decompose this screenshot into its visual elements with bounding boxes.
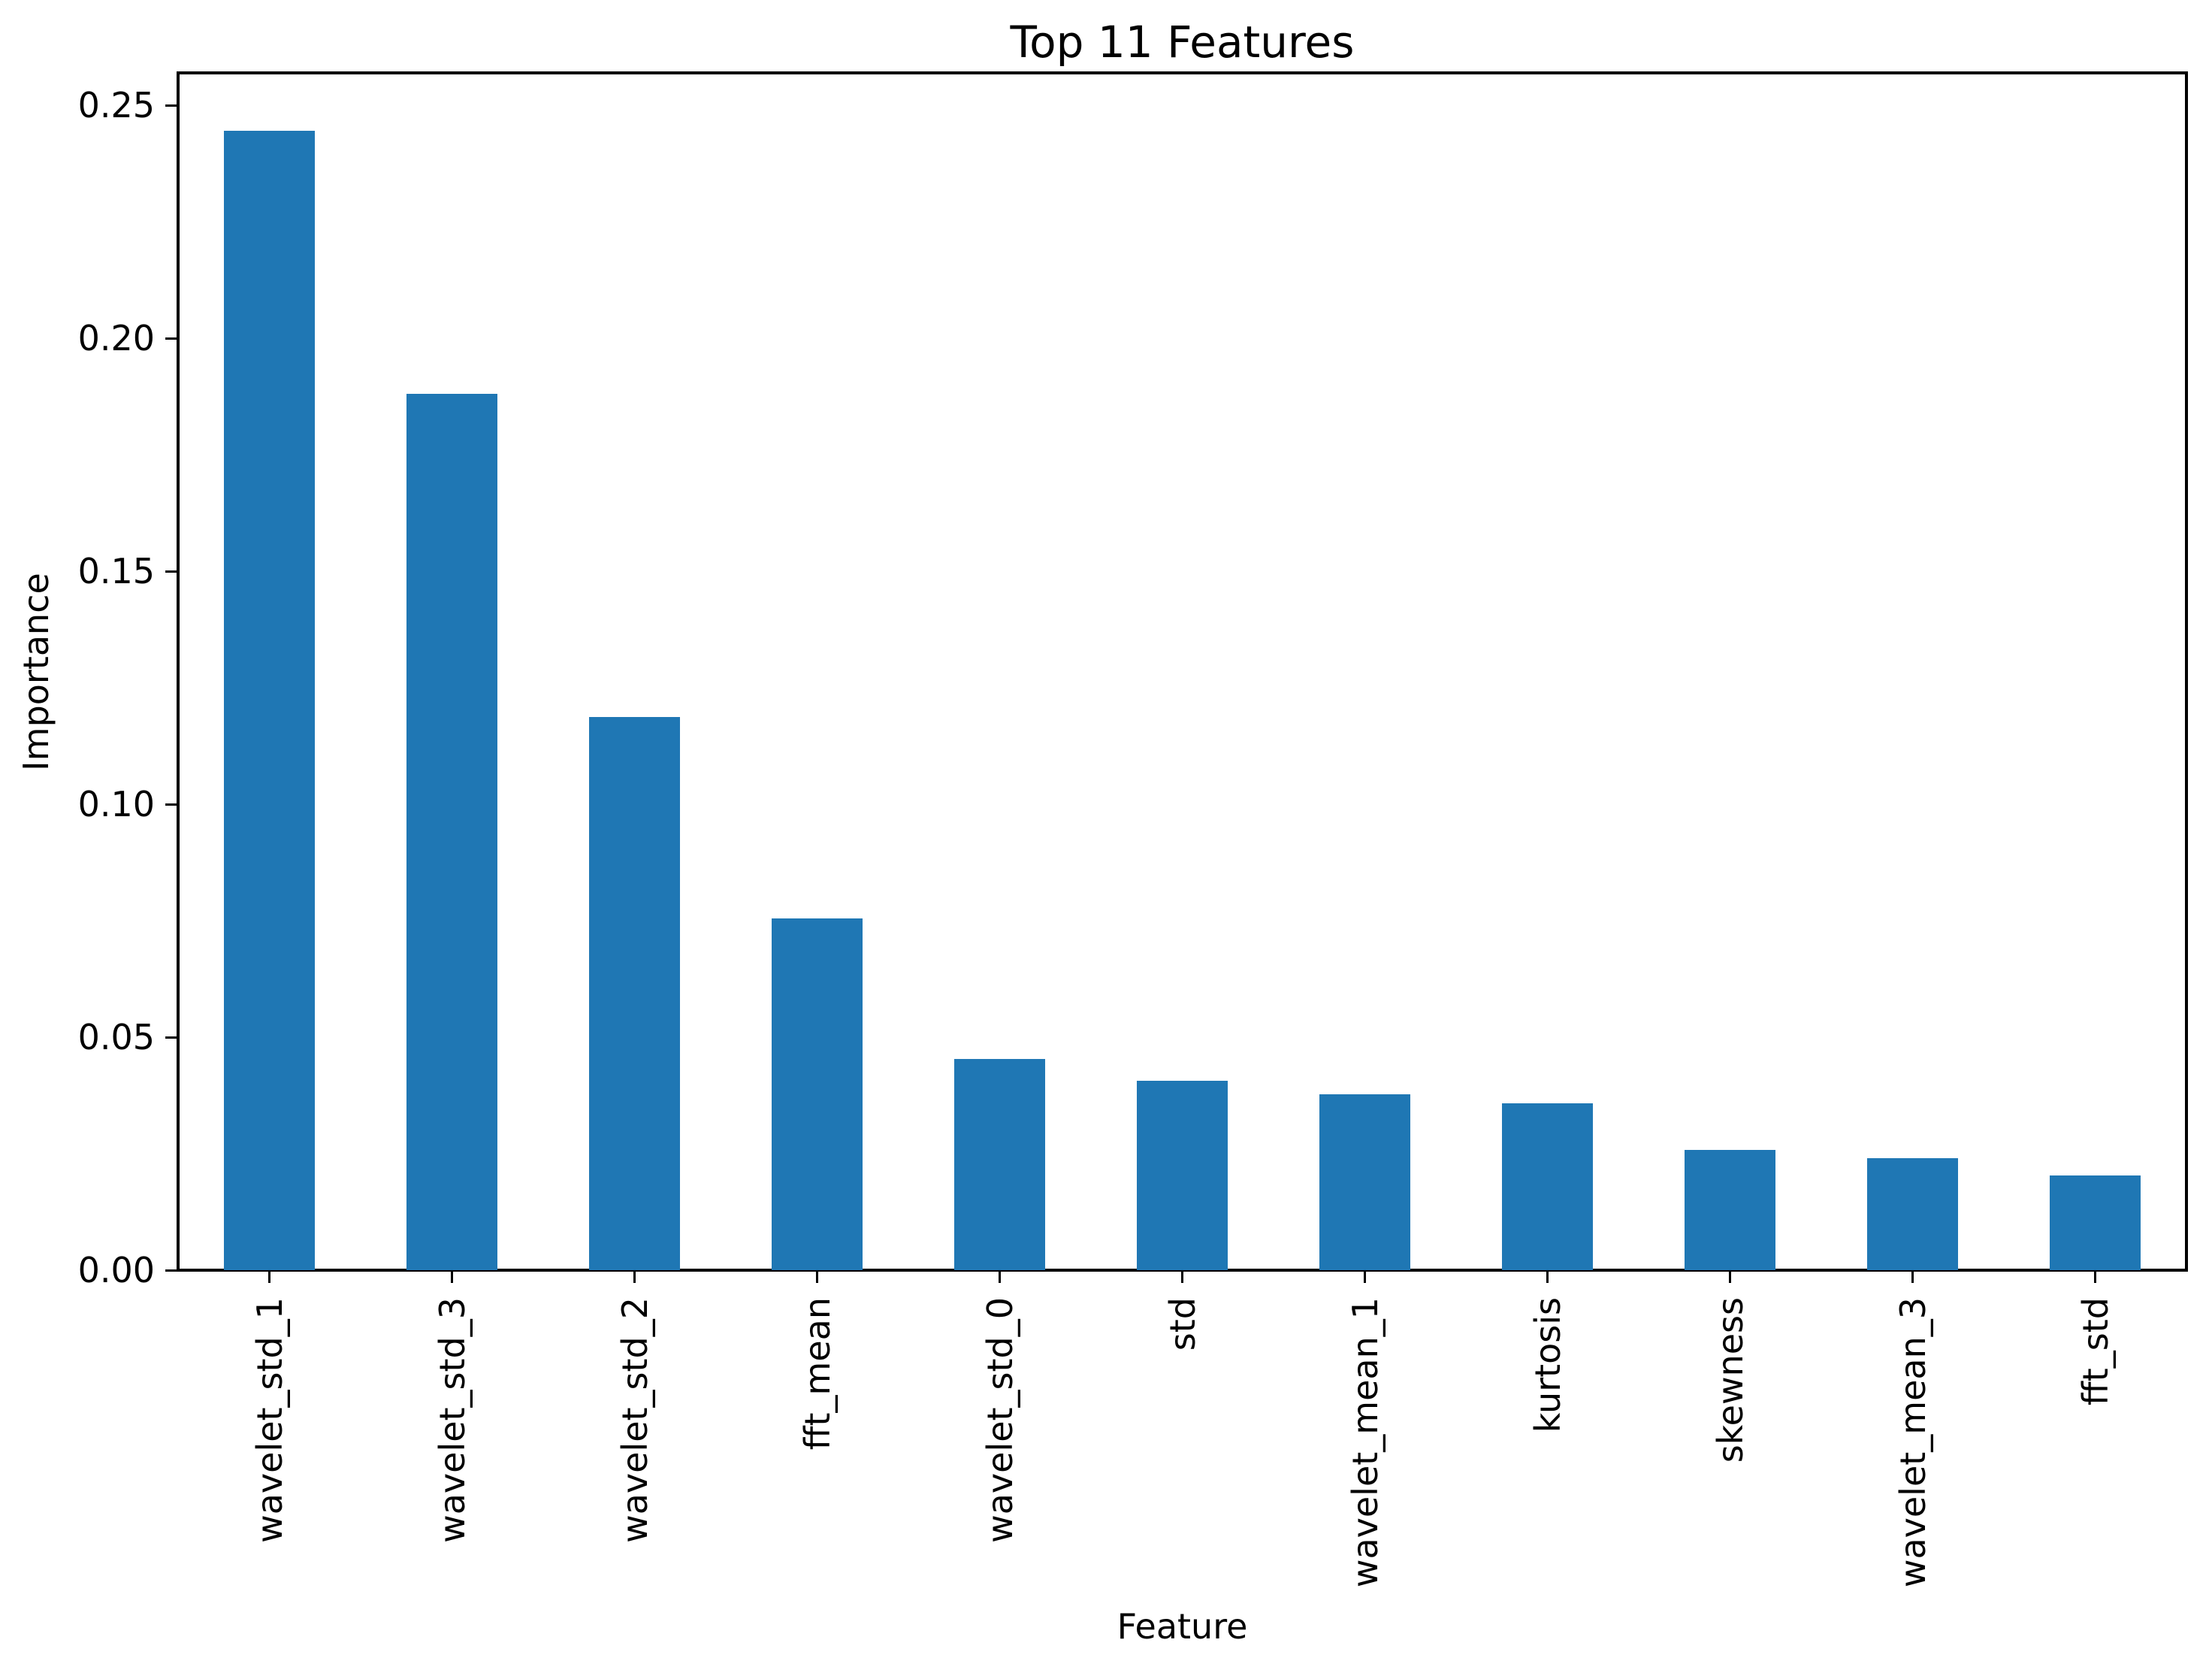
bar [954,1059,1045,1270]
y-tick-label: 0.20 [77,318,155,359]
x-axis-label: Feature [1117,1606,1248,1647]
x-tick-label: wavelet_std_2 [614,1297,655,1543]
x-tick-label: fft_std [2075,1297,2116,1405]
bar [1137,1081,1228,1270]
y-tick [165,803,177,806]
x-tick [1546,1272,1549,1283]
bar [224,131,315,1270]
x-tick [1364,1272,1366,1283]
bar [772,918,863,1270]
spine-top [177,71,2188,74]
y-tick [165,1269,177,1272]
bar [1685,1150,1775,1270]
x-tick-label: wavelet_mean_1 [1344,1297,1386,1588]
bar [1502,1103,1593,1270]
x-tick-label: std [1162,1297,1203,1351]
y-tick-label: 0.05 [77,1017,155,1057]
bar [2050,1175,2141,1270]
bar [406,394,497,1270]
x-tick-label: wavelet_mean_3 [1892,1297,1933,1588]
x-tick-label: skewness [1709,1297,1751,1463]
y-tick-label: 0.15 [77,551,155,591]
x-tick [633,1272,636,1283]
y-tick [165,337,177,340]
x-tick-label: kurtosis [1527,1297,1568,1433]
x-tick [268,1272,270,1283]
x-tick-label: wavelet_std_3 [431,1297,473,1543]
y-tick-label: 0.10 [77,784,155,824]
y-tick [165,1036,177,1039]
x-tick-label: wavelet_std_1 [249,1297,290,1543]
spine-left [177,71,180,1272]
x-tick-label: fft_mean [796,1297,838,1451]
chart-title: Top 11 Features [1010,17,1355,68]
x-tick-label: wavelet_std_0 [979,1297,1020,1543]
x-tick [451,1272,453,1283]
x-tick [999,1272,1001,1283]
y-tick [165,570,177,573]
spine-bottom [177,1269,2188,1272]
x-tick [1729,1272,1731,1283]
x-tick [816,1272,818,1283]
y-tick-label: 0.25 [77,85,155,126]
y-axis-label: Importance [16,573,56,771]
spine-right [2185,71,2188,1272]
x-tick [2094,1272,2096,1283]
y-tick [165,104,177,107]
y-tick-label: 0.00 [77,1250,155,1290]
bar [1319,1094,1410,1270]
x-tick [1181,1272,1183,1283]
bar [589,717,680,1270]
x-tick [1911,1272,1914,1283]
bar [1867,1158,1958,1270]
